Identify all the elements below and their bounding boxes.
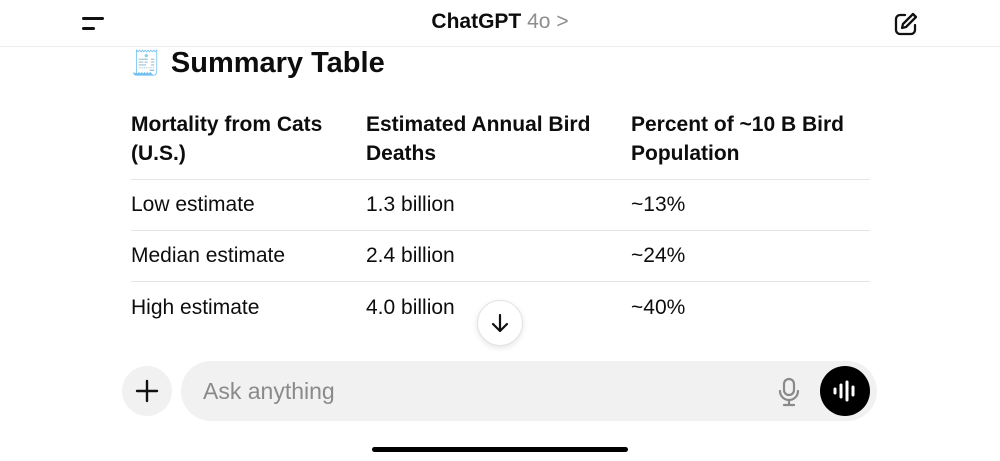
table-cell: 2.4 billion [366,244,455,267]
table-cell: 4.0 billion [366,295,455,319]
attach-button[interactable] [122,366,172,416]
table-header: Mortality from Cats (U.S.) Estimated Ann… [131,110,870,180]
microphone-icon[interactable] [777,377,801,407]
plus-icon [135,379,159,403]
receipt-icon: 🧾 [131,50,161,77]
table-row: High estimate 4.0 billion ~40% [131,282,870,333]
section-title: Summary Table [170,47,385,79]
table-cell: ~24% [631,244,686,267]
message-input[interactable] [203,361,763,421]
app-name: ChatGPT [431,10,522,33]
chevron-right-icon: > [556,10,569,33]
column-header: Mortality from Cats (U.S.) [131,113,323,165]
table-cell: ~13% [631,193,686,216]
top-bar: ChatGPT 4o > [0,0,1000,47]
model-name: 4o [527,10,551,33]
table-row: Median estimate 2.4 billion ~24% [131,231,870,282]
table-cell: Median estimate [131,244,286,267]
section-heading: 🧾 Summary Table [131,47,385,80]
scroll-to-bottom-button[interactable] [477,300,523,346]
table-row: Low estimate 1.3 billion ~13% [131,180,870,231]
column-header: Percent of ~10 B Bird Population [631,113,844,165]
model-selector[interactable]: ChatGPT 4o > [0,10,1000,34]
home-indicator [372,447,628,452]
waveform-icon [833,380,855,402]
sidebar-menu-icon[interactable] [80,15,106,33]
composer [181,361,877,421]
voice-mode-button[interactable] [820,366,870,416]
new-chat-icon[interactable] [893,11,919,37]
arrow-down-icon [491,313,509,333]
table-cell: High estimate [131,295,260,319]
column-header: Estimated Annual Bird Deaths [366,113,591,165]
summary-table: Mortality from Cats (U.S.) Estimated Ann… [131,110,870,333]
table-cell: Low estimate [131,193,255,216]
table-cell: 1.3 billion [366,193,455,216]
table-cell: ~40% [631,295,686,319]
